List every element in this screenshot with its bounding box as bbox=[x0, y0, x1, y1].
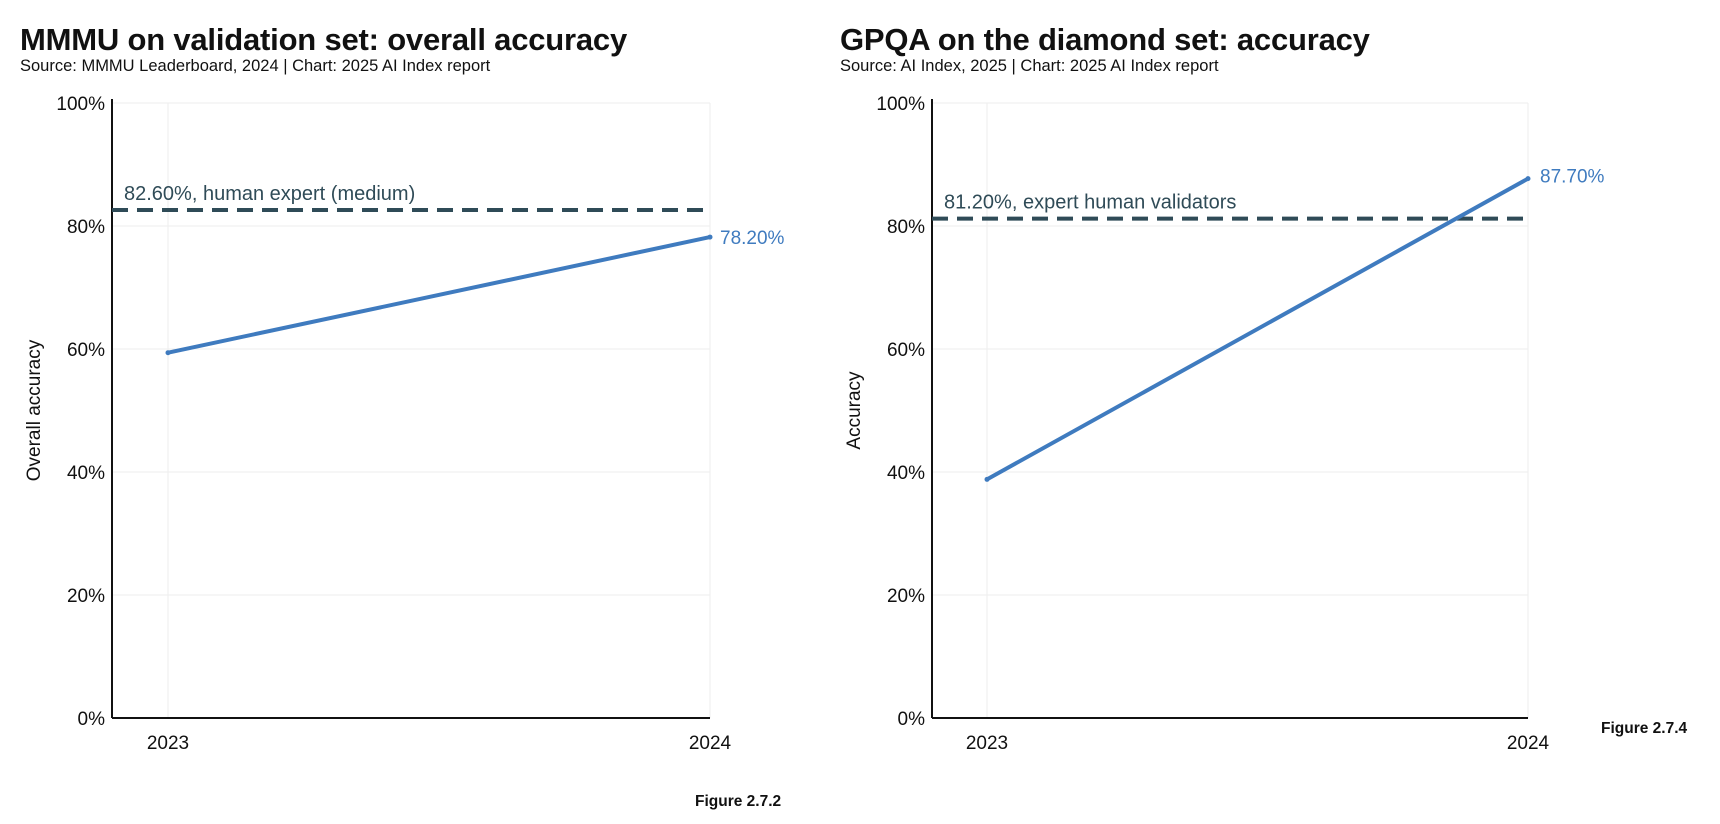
chart-title: GPQA on the diamond set: accuracy bbox=[840, 22, 1370, 57]
data-label: 78.20% bbox=[720, 228, 785, 249]
reference-line-label: 82.60%, human expert (medium) bbox=[124, 183, 415, 205]
chart-title: MMMU on validation set: overall accuracy bbox=[20, 22, 628, 57]
x-tick-label: 2024 bbox=[689, 733, 732, 754]
data-point bbox=[984, 476, 990, 482]
y-tick-label: 0% bbox=[78, 709, 106, 730]
y-tick-label: 80% bbox=[887, 217, 925, 238]
y-tick-label: 0% bbox=[898, 709, 926, 730]
chart-plot-mmmu: 0% 20% 40% 60% 80% 100% 2023 2024 Overall accura… bbox=[24, 94, 785, 754]
series-line bbox=[166, 235, 712, 355]
figure-label: Figure 2.7.4 bbox=[1601, 720, 1688, 737]
chart-subtitle: Source: MMMU Leaderboard, 2024 | Chart: … bbox=[20, 57, 491, 75]
data-point bbox=[707, 234, 713, 240]
y-tick-label: 60% bbox=[887, 340, 925, 361]
x-tick-label: 2023 bbox=[147, 733, 189, 754]
x-tick-label: 2024 bbox=[1507, 733, 1550, 754]
y-tick-label: 60% bbox=[67, 340, 105, 361]
y-tick-label: 20% bbox=[887, 586, 925, 607]
y-tick-label: 40% bbox=[67, 463, 105, 484]
figure-label: Figure 2.7.2 bbox=[695, 793, 782, 810]
y-axis-label: Accuracy bbox=[844, 371, 865, 450]
reference-line-label: 81.20%, expert human validators bbox=[944, 192, 1236, 214]
chart-subtitle: Source: AI Index, 2025 | Chart: 2025 AI … bbox=[840, 57, 1219, 75]
y-tick-label: 40% bbox=[887, 463, 925, 484]
series-line bbox=[985, 176, 1530, 482]
data-label: 87.70% bbox=[1540, 167, 1605, 188]
y-axis-label: Overall accuracy bbox=[24, 339, 45, 481]
x-tick-label: 2023 bbox=[966, 733, 1008, 754]
y-tick-label: 20% bbox=[67, 586, 105, 607]
y-tick-label: 100% bbox=[56, 94, 105, 115]
data-point bbox=[1525, 176, 1531, 182]
data-point bbox=[165, 350, 171, 356]
y-tick-label: 100% bbox=[876, 94, 925, 115]
y-tick-label: 80% bbox=[67, 217, 105, 238]
